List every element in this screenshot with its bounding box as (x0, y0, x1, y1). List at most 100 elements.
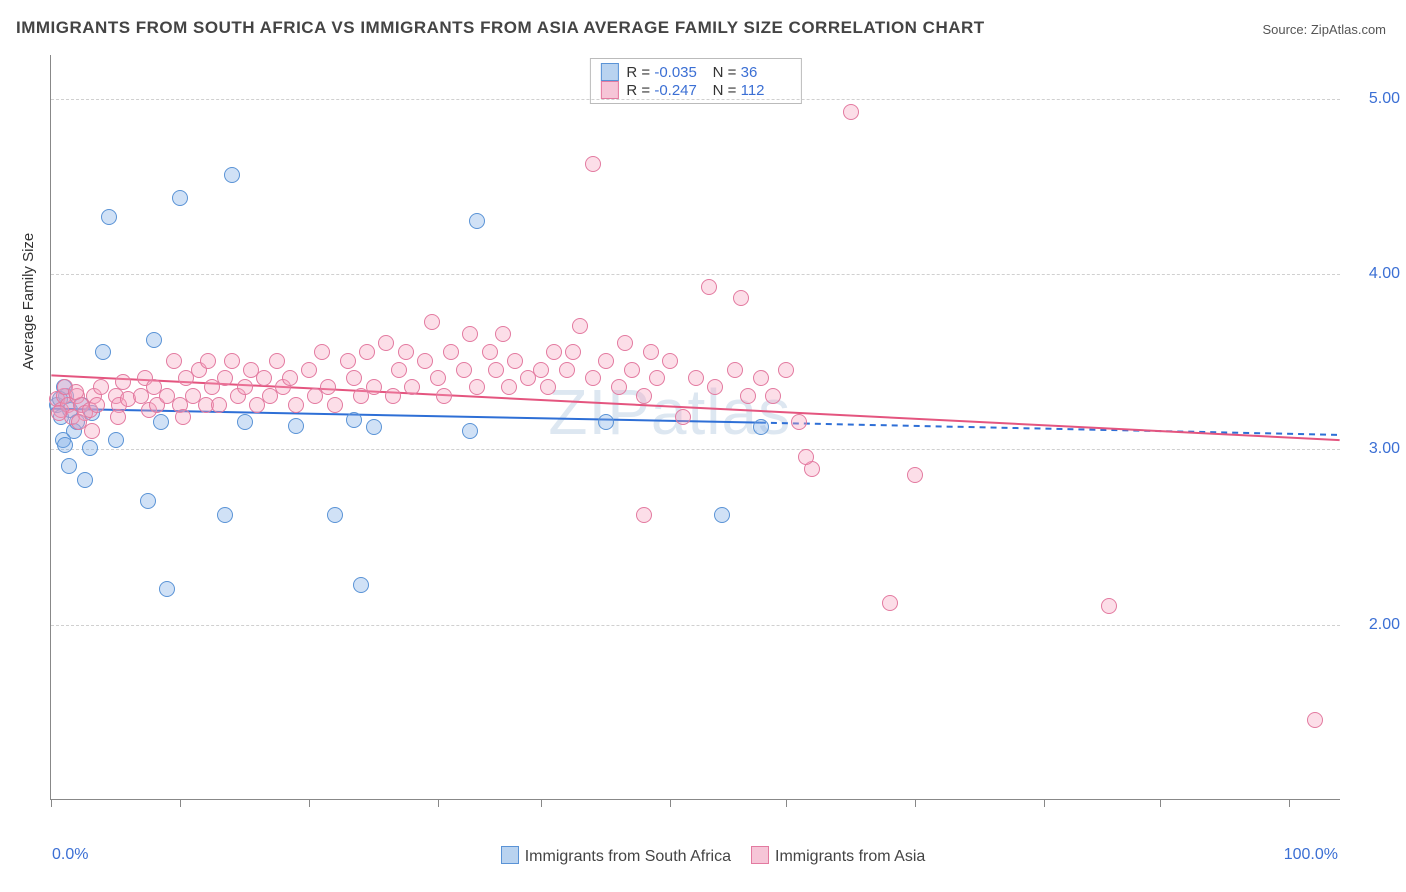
data-point (617, 335, 633, 351)
data-point (110, 409, 126, 425)
data-point (740, 388, 756, 404)
data-point (301, 362, 317, 378)
data-point (501, 379, 517, 395)
data-point (282, 370, 298, 386)
data-point (636, 388, 652, 404)
x-tick (915, 799, 916, 807)
data-point (346, 412, 362, 428)
data-point (95, 344, 111, 360)
x-tick (51, 799, 52, 807)
data-point (101, 209, 117, 225)
data-point (51, 405, 67, 421)
x-tick (180, 799, 181, 807)
data-point (727, 362, 743, 378)
data-point (456, 362, 472, 378)
watermark: ZIPatlas (548, 375, 791, 449)
data-point (314, 344, 330, 360)
data-point (237, 414, 253, 430)
chart-title: IMMIGRANTS FROM SOUTH AFRICA VS IMMIGRAN… (16, 18, 985, 38)
data-point (559, 362, 575, 378)
stat-row: R = -0.247 N = 112 (600, 81, 790, 99)
data-point (172, 190, 188, 206)
data-point (398, 344, 414, 360)
data-point (540, 379, 556, 395)
legend-swatch (600, 63, 618, 81)
x-tick (1160, 799, 1161, 807)
data-point (385, 388, 401, 404)
data-point (417, 353, 433, 369)
y-tick-label: 5.00 (1369, 90, 1400, 108)
bottom-legend: Immigrants from South AfricaImmigrants f… (0, 846, 1406, 866)
x-tick (1044, 799, 1045, 807)
data-point (320, 379, 336, 395)
data-point (378, 335, 394, 351)
data-point (366, 379, 382, 395)
data-point (1101, 598, 1117, 614)
x-tick (309, 799, 310, 807)
data-point (546, 344, 562, 360)
legend-label: Immigrants from Asia (775, 848, 925, 865)
data-point (200, 353, 216, 369)
data-point (907, 467, 923, 483)
gridline (51, 274, 1340, 275)
data-point (572, 318, 588, 334)
data-point (346, 370, 362, 386)
data-point (882, 595, 898, 611)
data-point (359, 344, 375, 360)
data-point (166, 353, 182, 369)
data-point (611, 379, 627, 395)
data-point (643, 344, 659, 360)
data-point (798, 449, 814, 465)
data-point (636, 507, 652, 523)
data-point (488, 362, 504, 378)
data-point (649, 370, 665, 386)
data-point (624, 362, 640, 378)
data-point (436, 388, 452, 404)
data-point (424, 314, 440, 330)
data-point (714, 507, 730, 523)
plot-area: ZIPatlas R = -0.035 N = 36R = -0.247 N =… (50, 55, 1340, 800)
data-point (733, 290, 749, 306)
data-point (68, 384, 84, 400)
data-point (791, 414, 807, 430)
data-point (327, 397, 343, 413)
data-point (82, 440, 98, 456)
y-tick-label: 2.00 (1369, 616, 1400, 634)
data-point (753, 419, 769, 435)
source-label: Source: ZipAtlas.com (1262, 22, 1386, 37)
data-point (778, 362, 794, 378)
data-point (146, 332, 162, 348)
x-tick (438, 799, 439, 807)
data-point (765, 388, 781, 404)
data-point (89, 397, 105, 413)
data-point (153, 414, 169, 430)
data-point (585, 370, 601, 386)
data-point (269, 353, 285, 369)
data-point (327, 507, 343, 523)
data-point (217, 370, 233, 386)
data-point (430, 370, 446, 386)
data-point (288, 397, 304, 413)
data-point (366, 419, 382, 435)
data-point (662, 353, 678, 369)
data-point (482, 344, 498, 360)
data-point (404, 379, 420, 395)
y-axis-title: Average Family Size (20, 233, 37, 370)
x-tick (670, 799, 671, 807)
y-tick-label: 4.00 (1369, 265, 1400, 283)
data-point (675, 409, 691, 425)
data-point (57, 437, 73, 453)
data-point (224, 353, 240, 369)
data-point (707, 379, 723, 395)
data-point (140, 493, 156, 509)
legend-swatch (600, 81, 618, 99)
data-point (84, 423, 100, 439)
data-point (469, 213, 485, 229)
data-point (507, 353, 523, 369)
correlation-stats-box: R = -0.035 N = 36R = -0.247 N = 112 (589, 58, 801, 104)
gridline (51, 449, 1340, 450)
data-point (688, 370, 704, 386)
data-point (443, 344, 459, 360)
data-point (108, 432, 124, 448)
legend-swatch (751, 846, 769, 864)
